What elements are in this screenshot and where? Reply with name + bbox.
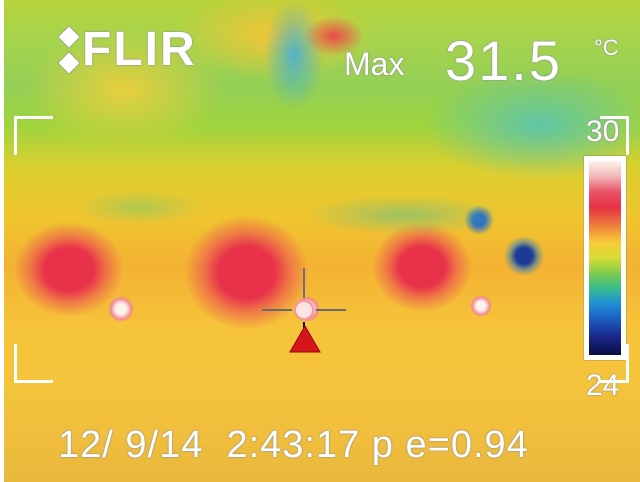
thermal-region bbox=[24, 30, 224, 150]
scale-gradient bbox=[589, 161, 621, 355]
flir-diamond-icon bbox=[57, 25, 81, 75]
hot-component bbox=[108, 296, 134, 322]
hotspot bbox=[372, 222, 472, 312]
frame-bracket-bottom-right bbox=[600, 344, 629, 383]
max-label: Max bbox=[344, 46, 405, 82]
timestamp: 12/ 9/14 2:43:17 p e=0.94 bbox=[58, 422, 529, 468]
frame-bracket-bottom-left bbox=[14, 344, 53, 383]
thermal-region bbox=[264, 0, 324, 110]
max-temperature-value: 31.5 bbox=[445, 29, 562, 92]
cold-component bbox=[504, 236, 544, 276]
scale-min-label: 24 bbox=[586, 369, 620, 402]
thermal-region bbox=[74, 190, 204, 225]
frame-bracket-top-left bbox=[14, 116, 53, 155]
frame-bracket-top-right bbox=[600, 116, 629, 155]
hotspot bbox=[14, 222, 124, 317]
capture-time: 2:43:17 p bbox=[226, 424, 394, 466]
temperature-unit: °C bbox=[594, 35, 619, 60]
temperature-scale-bar bbox=[584, 156, 626, 360]
capture-date: 12/ 9/14 bbox=[58, 424, 204, 466]
crosshair-icon bbox=[262, 268, 346, 328]
thermal-image bbox=[4, 0, 640, 482]
max-marker-triangle-icon bbox=[289, 324, 321, 353]
thermal-region bbox=[304, 195, 504, 235]
logo-text: FLIR bbox=[82, 23, 197, 76]
scale-max-label: 30 bbox=[586, 115, 620, 148]
hot-component bbox=[470, 295, 492, 317]
thermal-region bbox=[304, 16, 364, 56]
emissivity-value: e=0.94 bbox=[405, 424, 529, 466]
